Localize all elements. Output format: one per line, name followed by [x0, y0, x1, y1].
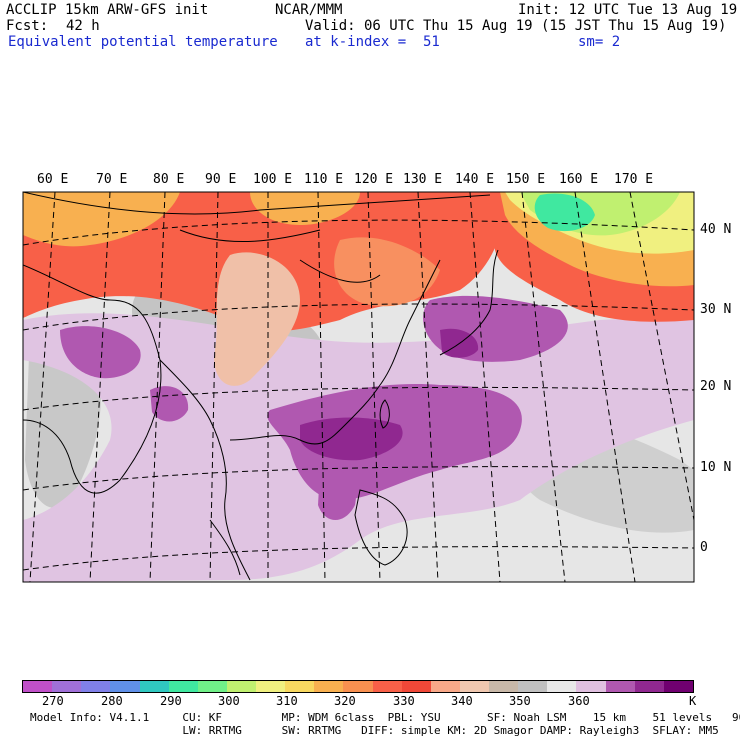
lon-label: 170 E — [614, 172, 654, 187]
lon-label: 100 E — [253, 172, 293, 187]
model-title: ACCLIP 15km ARW-GFS init — [6, 2, 209, 18]
forecast-label: Fcst: — [6, 18, 49, 34]
scale-label: 270 — [42, 694, 64, 708]
color-scale-bar — [22, 680, 694, 693]
field-patch-320 — [23, 192, 180, 247]
lon-label: 150 E — [506, 172, 546, 187]
field-patch-370 — [318, 469, 356, 520]
lat-label: 20 N — [700, 379, 732, 394]
color-swatch — [605, 681, 635, 692]
field-patch-380 — [300, 417, 403, 461]
lon-label: 60 E — [37, 172, 69, 187]
lon-label: 130 E — [403, 172, 443, 187]
color-swatch — [285, 681, 315, 692]
color-swatch — [23, 681, 53, 692]
lat-label: 40 N — [700, 222, 732, 237]
lon-label: 110 E — [304, 172, 344, 187]
model-info-line-2: LW: RRTMG SW: RRTMG DIFF: simple KM: 2D … — [30, 724, 719, 737]
lat-label: 10 N — [700, 460, 732, 475]
color-swatch — [489, 681, 519, 692]
forecast-hours: 42 h — [66, 18, 100, 34]
field-patch-340 — [214, 252, 300, 386]
lat-label: 0 — [700, 540, 708, 555]
color-swatch — [634, 681, 664, 692]
scale-label: 300 — [218, 694, 240, 708]
init-time: Init: 12 UTC Tue 13 Aug 19 — [518, 2, 738, 18]
scale-label: 310 — [276, 694, 298, 708]
color-swatch — [81, 681, 111, 692]
lon-label: 120 E — [354, 172, 394, 187]
valid-time: Valid: 06 UTC Thu 15 Aug 19 (15 JST Thu … — [305, 18, 727, 34]
field-patch-320 — [334, 237, 440, 307]
field-name: Equivalent potential temperature — [8, 34, 278, 50]
scale-label: 280 — [101, 694, 123, 708]
color-swatch — [314, 681, 344, 692]
lon-label: 140 E — [455, 172, 495, 187]
color-swatch — [139, 681, 169, 692]
coastlines — [23, 192, 499, 581]
level-index: at k-index = 51 — [305, 34, 440, 50]
color-swatch — [226, 681, 256, 692]
color-swatch — [372, 681, 402, 692]
scale-label: 320 — [334, 694, 356, 708]
model-info-line-1: Model Info: V4.1.1 CU: KF MP: WDM 6class… — [30, 711, 740, 724]
scale-label: 360 — [568, 694, 590, 708]
map-frame — [22, 191, 695, 583]
color-swatch — [197, 681, 227, 692]
scale-label: 340 — [451, 694, 473, 708]
scale-label: 350 — [509, 694, 531, 708]
field-patch-320 — [250, 192, 360, 225]
scale-label: 330 — [393, 694, 415, 708]
lon-label: 80 E — [153, 172, 185, 187]
lon-label: 70 E — [96, 172, 128, 187]
scale-label: 290 — [160, 694, 182, 708]
lat-lon-grid — [23, 192, 694, 582]
smoothing-value: sm= 2 — [578, 34, 621, 50]
scale-unit: K — [689, 694, 697, 708]
organization-label: NCAR/MMM — [275, 2, 343, 18]
color-swatch — [430, 681, 460, 692]
color-swatch — [518, 681, 548, 692]
color-swatch — [663, 681, 693, 692]
color-swatch — [256, 681, 286, 692]
color-swatch — [459, 681, 489, 692]
color-swatch — [168, 681, 198, 692]
theta-e-field — [23, 192, 694, 582]
color-swatch — [343, 681, 373, 692]
field-patch-370 — [60, 326, 141, 379]
color-swatch — [52, 681, 82, 692]
lon-label: 160 E — [559, 172, 599, 187]
lat-label: 30 N — [700, 302, 732, 317]
color-swatch — [401, 681, 431, 692]
color-swatch — [110, 681, 140, 692]
lon-label: 90 E — [205, 172, 237, 187]
color-swatch — [576, 681, 606, 692]
color-swatch — [547, 681, 577, 692]
